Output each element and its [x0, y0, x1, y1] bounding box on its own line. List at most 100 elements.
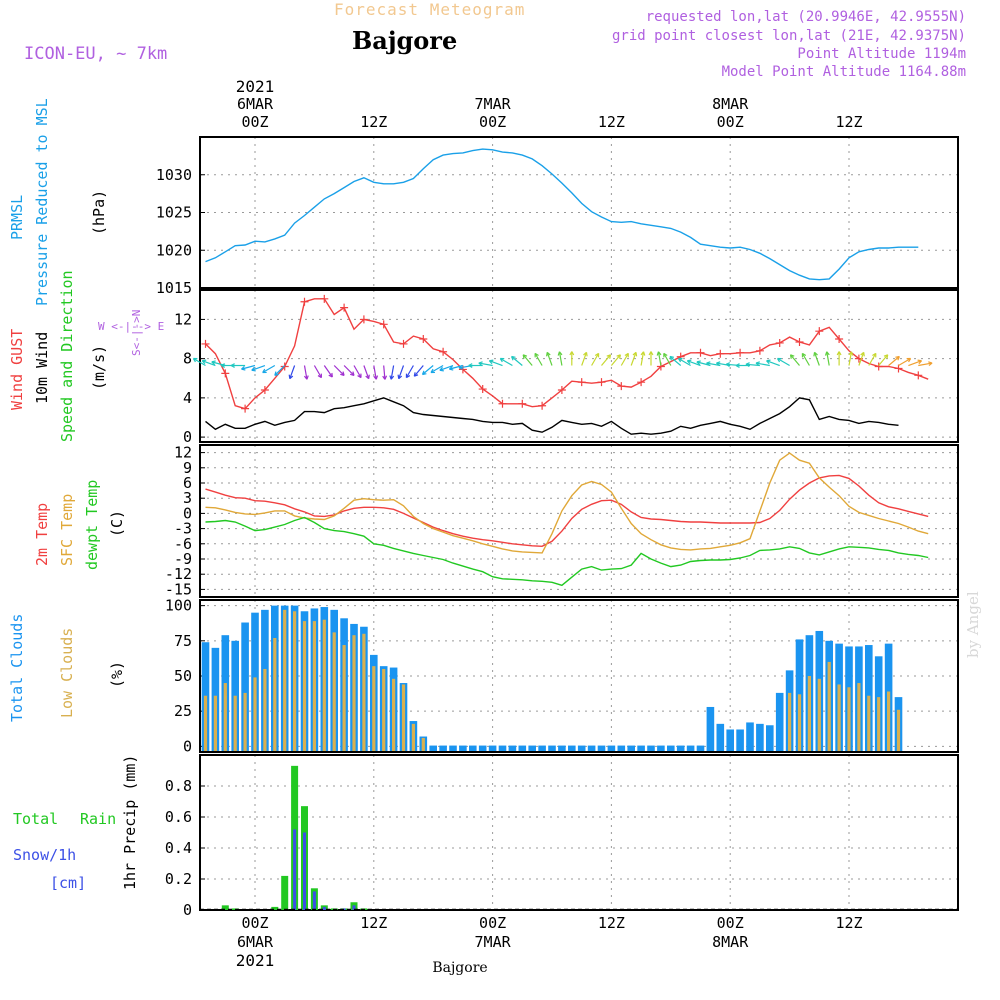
low-clouds-bar: [243, 692, 247, 751]
wind-direction-arrow: [313, 365, 322, 379]
temp-sfc-label: SFC Temp: [58, 494, 76, 566]
grid-point-location: grid point closest lon,lat (21E, 42.9375…: [611, 28, 966, 44]
y-tick-label: 0.2: [165, 870, 192, 888]
wind-direction-arrow: [343, 365, 355, 376]
top-axis-date: 7MAR: [475, 95, 512, 113]
y-tick-label: -15: [165, 580, 192, 598]
bottom-axis-hour: 12Z: [835, 914, 862, 932]
wind-direction-arrow: [569, 351, 575, 366]
snow-unit-label: [cm]: [50, 874, 86, 892]
wind-direction-arrow: [397, 365, 405, 380]
wind-gust-marker: [795, 337, 804, 346]
low-clouds-bar: [362, 633, 366, 751]
model-point-altitude: Model Point Altitude 1164.88m: [721, 64, 966, 80]
wind-gust-marker: [637, 378, 646, 387]
panel-frame: [199, 754, 959, 911]
wind-direction-arrow: [745, 362, 760, 368]
y-tick-label: 4: [183, 389, 192, 407]
low-clouds-bar: [223, 683, 227, 751]
top-axis-hour: 12Z: [598, 113, 625, 131]
wind-gust-marker: [439, 347, 448, 356]
wind-direction-arrow: [488, 359, 503, 367]
wind-compass: W <-|--> E: [98, 320, 164, 333]
wind-direction-arrow: [468, 363, 483, 368]
y-tick-label: 8: [183, 350, 192, 368]
low-clouds-bar: [797, 694, 802, 751]
total-clouds-bar: [508, 745, 517, 751]
snow-bar: [303, 832, 306, 910]
point-altitude: Point Altitude 1194m: [797, 46, 966, 62]
panel-frame: [199, 444, 959, 598]
wind-direction-arrow: [303, 365, 309, 380]
wind-direction-arrow: [534, 352, 543, 366]
wind-direction-arrow: [686, 359, 701, 367]
wind-direction-arrow: [620, 352, 629, 366]
total-clouds-bar: [488, 745, 497, 751]
y-tick-label: -3: [174, 520, 192, 538]
wind-speed-label: 10m Wind: [33, 332, 51, 404]
total-clouds-bar: [449, 745, 457, 751]
total-clouds-bar: [469, 745, 477, 751]
wind-direction-arrow: [813, 351, 820, 366]
low-clouds-bar: [877, 697, 881, 751]
low-clouds-bar: [213, 695, 217, 751]
wind-direction-arrow: [323, 365, 333, 378]
low-clouds-bar: [372, 666, 376, 751]
total-clouds-bar: [736, 729, 744, 751]
wind-direction-arrow: [640, 351, 646, 366]
wind-direction-arrow: [776, 357, 790, 367]
precip-axis-label: 1hr Precip (mm): [121, 755, 139, 890]
total-clouds-bar: [667, 745, 675, 751]
low-clouds-bar: [332, 632, 336, 751]
low-clouds-bar: [312, 621, 316, 751]
top-axis-year: 2021: [236, 77, 275, 96]
y-tick-label: 12: [174, 444, 192, 462]
wind-direction-arrow: [789, 354, 800, 366]
total-clouds-bar: [528, 745, 536, 751]
y-tick-label: 3: [183, 489, 192, 507]
wind-gust-marker: [696, 348, 705, 357]
top-axis-hour: 00Z: [717, 113, 744, 131]
y-tick-label: 1015: [156, 279, 192, 297]
bottom-station-label: Bajgore: [432, 960, 487, 976]
wind-direction-arrow: [373, 365, 379, 380]
clouds-unit: (%): [108, 661, 126, 688]
rain-label: Rain: [80, 810, 116, 828]
dewpoint-line: [205, 516, 929, 587]
total-clouds-bar: [637, 745, 645, 751]
low-clouds-bar: [817, 678, 821, 751]
low-clouds-bar: [827, 661, 831, 751]
panel-frame: [199, 599, 959, 753]
bottom-axis-date: 7MAR: [475, 933, 512, 951]
low-clouds-bar: [411, 723, 415, 751]
wind-direction-arrow: [898, 357, 912, 367]
low-clouds-bar: [867, 695, 871, 751]
wind-gust-marker: [379, 320, 388, 329]
temp-2m-label: 2m Temp: [33, 503, 51, 566]
rain-bar: [271, 906, 279, 910]
total-clouds-label: Total Clouds: [8, 614, 26, 722]
low-clouds-bar: [857, 683, 861, 751]
total-clouds-bar: [647, 745, 655, 751]
temp-sfc-line: [205, 452, 929, 554]
total-clouds-bar: [627, 745, 635, 751]
total-clouds-bar: [726, 729, 734, 751]
wind-direction-arrow: [288, 365, 296, 380]
pressure-line: [205, 148, 919, 281]
wind-direction-arrow: [546, 351, 553, 366]
y-tick-label: -6: [174, 535, 192, 553]
forecast-title: Forecast Meteogram: [334, 0, 526, 19]
low-clouds-bar: [322, 619, 326, 751]
wind-direction-arrow: [201, 359, 216, 367]
total-clouds-bar: [686, 745, 695, 751]
low-clouds-bar: [807, 676, 811, 751]
low-clouds-bar: [233, 695, 237, 751]
wind-direction-arrow: [363, 365, 370, 380]
top-axis-hour: 00Z: [241, 113, 268, 131]
total-clouds-bar: [706, 706, 715, 751]
wind-gust-marker: [538, 401, 547, 410]
snow-bar: [352, 905, 356, 910]
y-tick-label: 25: [174, 702, 192, 720]
bottom-axis-hour: 12Z: [598, 914, 625, 932]
